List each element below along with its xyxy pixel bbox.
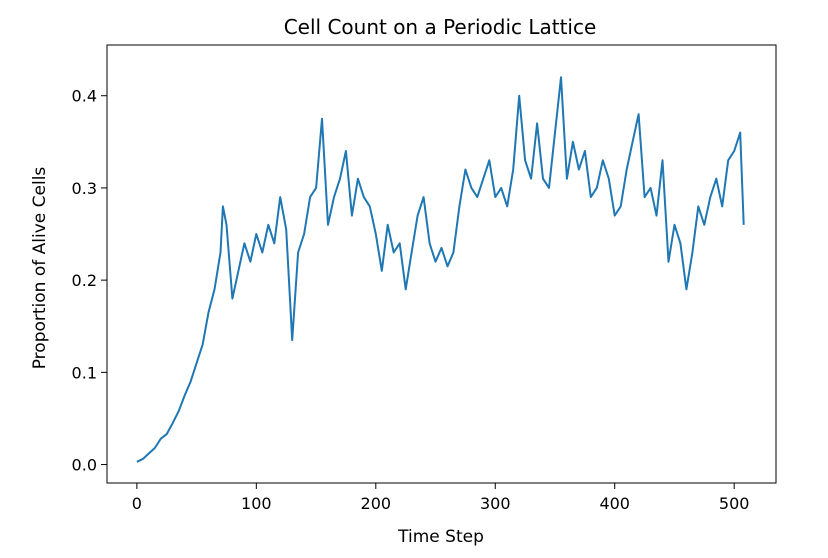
y-tick-label: 0.2	[72, 271, 97, 290]
x-tick-label: 200	[361, 494, 392, 513]
series-line	[136, 76, 745, 463]
x-tick-label: 500	[719, 494, 750, 513]
y-tick-label: 0.1	[72, 363, 97, 382]
y-tick-label: 0.4	[72, 87, 97, 106]
y-tick-label: 0.0	[72, 456, 97, 475]
plot-area	[106, 44, 777, 484]
x-axis-label: Time Step	[397, 527, 484, 547]
x-tick-label: 400	[599, 494, 630, 513]
x-tick-label: 100	[241, 494, 272, 513]
x-tick-label: 300	[480, 494, 511, 513]
x-tick-label: 0	[132, 494, 142, 513]
y-axis: 0.0 0.1 0.2 0.3 0.4	[72, 87, 107, 475]
chart-title: Cell Count on a Periodic Lattice	[284, 15, 597, 39]
y-tick-label: 0.3	[72, 179, 97, 198]
y-axis-label: Proportion of Alive Cells	[30, 167, 50, 370]
x-axis: 0 100 200 300 400 500	[132, 483, 750, 513]
